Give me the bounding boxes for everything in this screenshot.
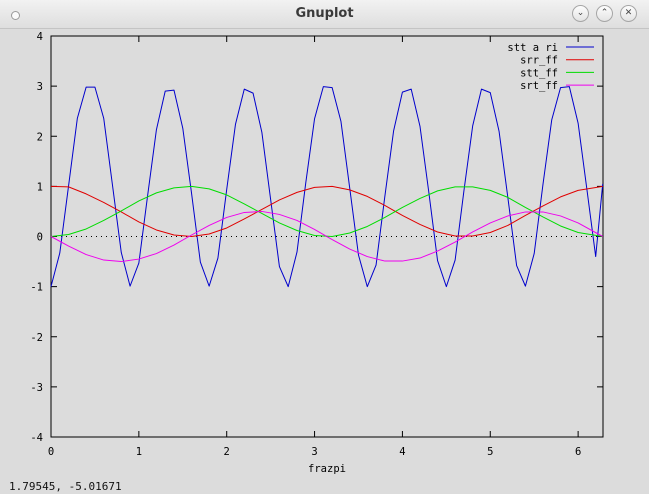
x-tick-label: 6	[575, 446, 581, 458]
minimize-button[interactable]: ⌄	[572, 5, 589, 22]
legend-label-2: stt_ff	[520, 67, 558, 79]
maximize-button[interactable]: ⌃	[596, 5, 613, 22]
y-tick-label: 1	[37, 181, 43, 193]
x-tick-label: 4	[399, 446, 405, 458]
series-line-0	[50, 86, 604, 288]
x-tick-label: 2	[224, 446, 230, 458]
y-tick-label: -4	[30, 432, 43, 444]
y-tick-label: 0	[37, 232, 43, 244]
y-tick-label: 3	[37, 81, 43, 93]
x-tick-label: 5	[487, 446, 493, 458]
plot-area[interactable]: -4 -3 -2 -1 0 1 2 3 4 0 1 2 3 4 5 6 stt a ri srr_ff stt_f…	[0, 29, 649, 479]
close-button[interactable]: ✕	[620, 5, 637, 22]
series-line-1	[50, 185, 603, 237]
window-menu-icon[interactable]	[11, 11, 20, 20]
x-tick-label: 3	[311, 446, 317, 458]
x-tick-label: 0	[48, 446, 54, 458]
y-tick-label: -1	[30, 282, 43, 294]
status-bar: 1.79545, -5.01671	[0, 479, 649, 494]
window-title: Gnuplot	[295, 6, 354, 21]
line-chart[interactable]: -4 -3 -2 -1 0 1 2 3 4 0 1 2 3 4 5 6 stt a risrr_ffstt_f…	[0, 29, 649, 479]
series-group	[50, 86, 604, 288]
title-bar[interactable]: Gnuplot ⌄ ⌃ ✕	[0, 0, 649, 29]
series-line-3	[50, 210, 603, 263]
series-line-2	[50, 185, 603, 237]
legend-label-0: stt a ri	[507, 42, 558, 54]
y-tick-label: -3	[30, 382, 43, 394]
y-tick-label: 2	[37, 131, 43, 143]
y-tick-label: 4	[37, 31, 43, 43]
legend-label-1: srr_ff	[520, 55, 558, 67]
plot-background	[0, 29, 649, 479]
y-tick-label: -2	[30, 332, 43, 344]
x-axis-label: frazpi	[308, 463, 346, 475]
x-tick-label: 1	[136, 446, 142, 458]
coordinate-readout: 1.79545, -5.01671	[9, 480, 122, 493]
legend-label-3: srt_ff	[520, 80, 558, 92]
